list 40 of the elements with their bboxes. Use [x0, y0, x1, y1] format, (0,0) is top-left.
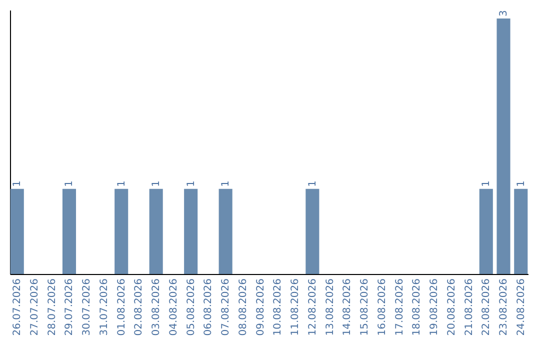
x-tick-label: 06.08.2026: [203, 278, 214, 336]
x-tick-label: 28.07.2026: [46, 278, 58, 336]
x-tick-label: 19.08.2026: [429, 278, 440, 336]
x-tick-label: 07.08.2026: [220, 278, 232, 336]
x-tick-label: 21.08.2026: [464, 278, 475, 336]
x-tick-label: 08.08.2026: [238, 278, 249, 336]
data-label: 1: [12, 180, 24, 187]
x-tick-label: 09.08.2026: [255, 278, 266, 336]
x-tick-label: 22.08.2026: [481, 278, 492, 336]
x-tick-label: 23.08.2026: [498, 278, 510, 336]
data-label: 1: [481, 180, 492, 187]
x-tick-label: 12.08.2026: [307, 278, 318, 336]
x-tick-label: 13.08.2026: [324, 278, 336, 336]
data-label: 1: [516, 180, 527, 187]
data-label: 1: [220, 180, 232, 187]
x-tick-label: 02.08.2026: [134, 278, 145, 336]
x-tick-label: 18.08.2026: [412, 278, 423, 336]
x-tick-label: 27.07.2026: [29, 278, 40, 336]
data-label: 1: [307, 180, 318, 187]
x-tick-label: 03.08.2026: [151, 278, 162, 336]
data-label: 1: [64, 180, 76, 187]
x-tick-label: 05.08.2026: [186, 278, 197, 336]
x-tick-label: 15.08.2026: [360, 278, 371, 336]
data-label: 1: [116, 180, 128, 187]
x-tick-label: 16.08.2026: [376, 278, 388, 336]
data-label: 1: [186, 180, 197, 187]
x-tick-label: 29.07.2026: [64, 278, 76, 336]
x-tick-label: 20.08.2026: [446, 278, 458, 336]
x-tick-label: 31.07.2026: [98, 278, 110, 336]
x-tick-label: 26.07.2026: [12, 278, 24, 336]
x-tick-label: 24.08.2026: [516, 278, 527, 336]
x-tick-label: 11.08.2026: [290, 278, 302, 336]
x-tick-label: 17.08.2026: [394, 278, 406, 336]
data-label: 1: [151, 180, 162, 187]
x-tick-label: 01.08.2026: [116, 278, 128, 336]
data-label: 3: [498, 10, 510, 17]
x-tick-label: 10.08.2026: [272, 278, 284, 336]
x-tick-label: 14.08.2026: [342, 278, 354, 336]
x-tick-label: 30.07.2026: [82, 278, 93, 336]
x-tick-label: 04.08.2026: [168, 278, 180, 336]
